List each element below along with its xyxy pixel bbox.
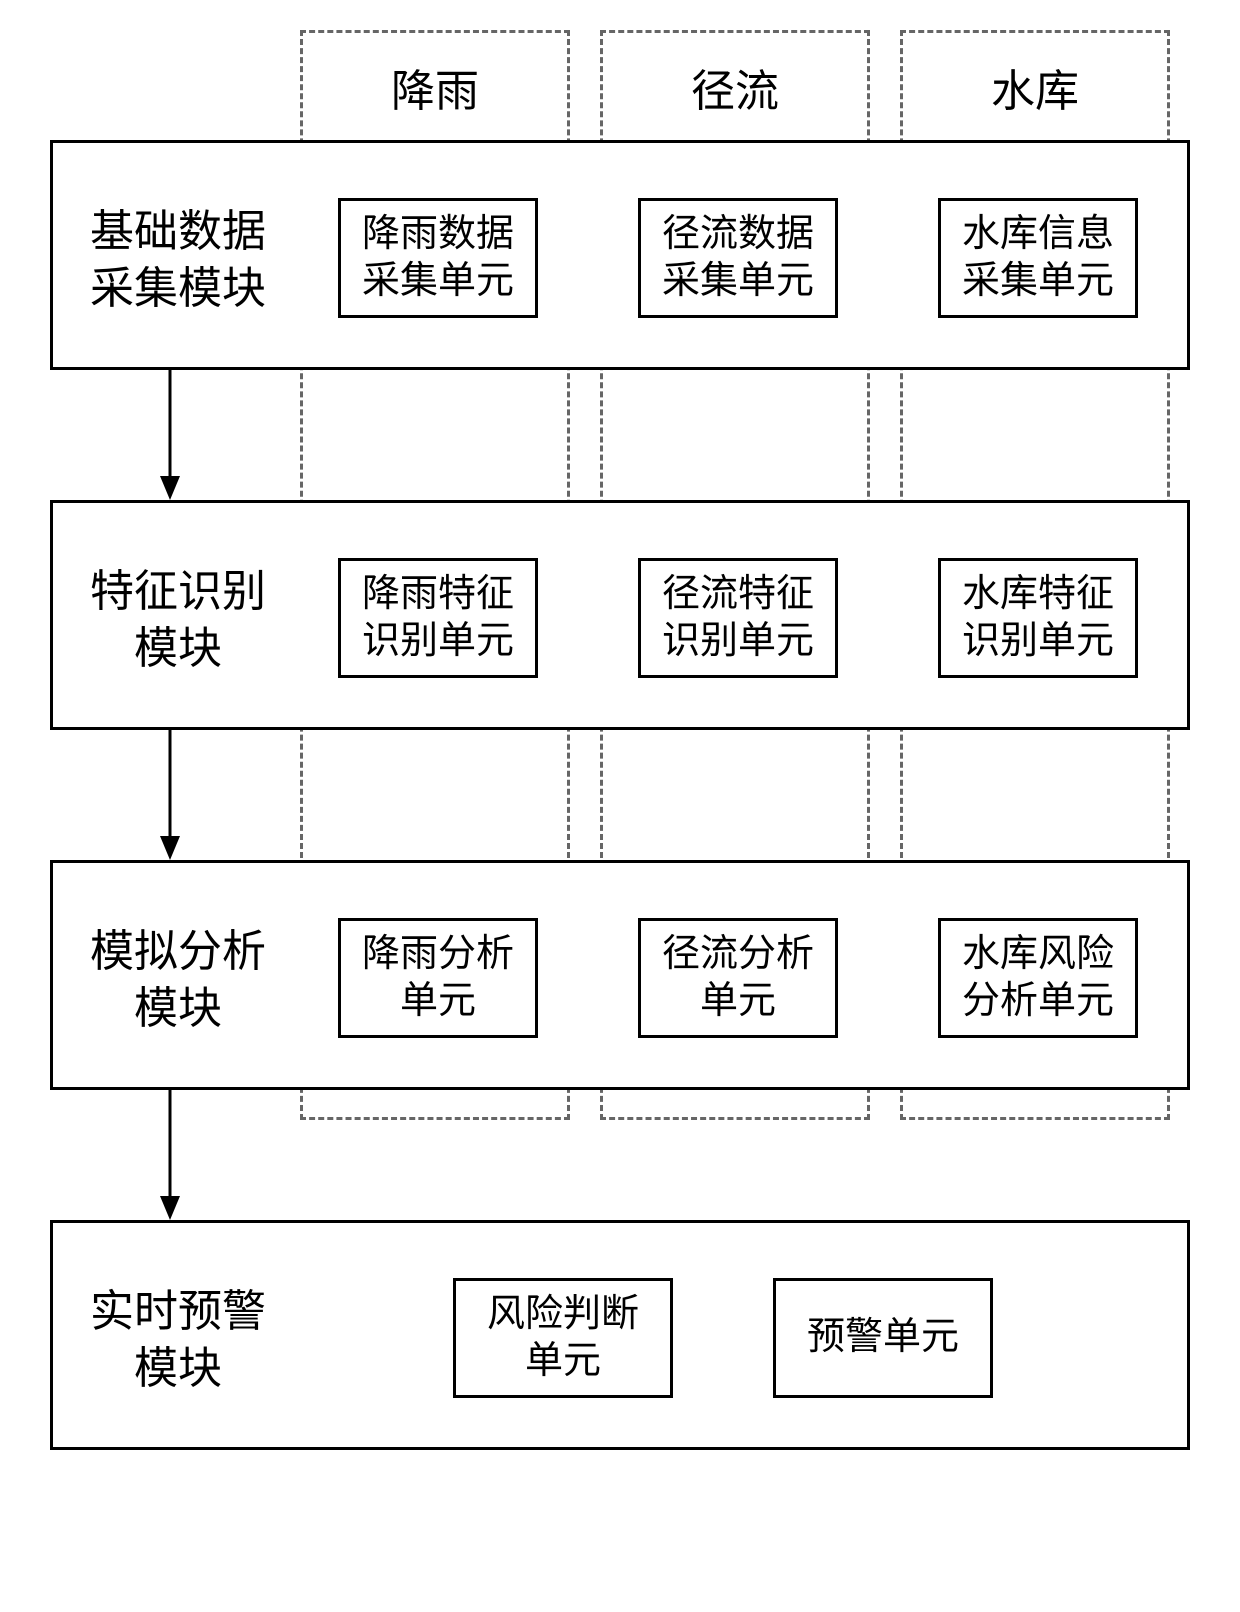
unit-feature-rain: 降雨特征识别单元: [338, 558, 538, 678]
unit-text-line1: 风险判断: [487, 1293, 639, 1335]
unit-collect-rain: 降雨数据采集单元: [338, 198, 538, 318]
unit-text-line1: 径流分析: [662, 933, 814, 975]
unit-collect-runoff: 径流数据采集单元: [638, 198, 838, 318]
module-label-analyze: 模拟分析 模块: [73, 923, 283, 1037]
unit-text-line1: 水库风险: [962, 933, 1114, 975]
module-analyze: 模拟分析 模块 降雨分析单元 径流分析单元 水库风险分析单元: [50, 860, 1190, 1090]
module-label-line2: 模块: [134, 624, 222, 673]
module-alert: 实时预警 模块 风险判断单元 预警单元: [50, 1220, 1190, 1450]
module-feature: 特征识别 模块 降雨特征识别单元 径流特征识别单元 水库特征识别单元: [50, 500, 1190, 730]
module-label-collect: 基础数据 采集模块: [73, 203, 283, 317]
unit-text-line2: 分析单元: [962, 980, 1114, 1022]
arrow-1: [150, 370, 190, 500]
module-collect: 基础数据 采集模块 降雨数据采集单元 径流数据采集单元 水库信息采集单元: [50, 140, 1190, 370]
column-header-reservoir: 水库: [900, 55, 1170, 119]
unit-text-line2: 单元: [400, 980, 476, 1022]
unit-text-line1: 径流数据: [662, 213, 814, 255]
unit-alert-risk: 风险判断单元: [453, 1278, 673, 1398]
unit-text-line2: 识别单元: [962, 620, 1114, 662]
unit-text-line2: 识别单元: [362, 620, 514, 662]
module-label-alert: 实时预警 模块: [73, 1283, 283, 1397]
unit-analyze-runoff: 径流分析单元: [638, 918, 838, 1038]
unit-text-line1: 降雨数据: [362, 213, 514, 255]
diagram-canvas: 降雨 径流 水库 基础数据 采集模块 降雨数据采集单元 径流数据采集单元 水库信…: [50, 30, 1190, 1580]
unit-text-line1: 降雨特征: [362, 573, 514, 615]
module-label-line1: 基础数据: [90, 207, 266, 256]
unit-collect-reservoir: 水库信息采集单元: [938, 198, 1138, 318]
unit-text-line2: 单元: [700, 980, 776, 1022]
arrow-2: [150, 730, 190, 860]
column-header-rain: 降雨: [300, 55, 570, 119]
module-label-line1: 特征识别: [90, 567, 266, 616]
module-label-feature: 特征识别 模块: [73, 563, 283, 677]
unit-analyze-rain: 降雨分析单元: [338, 918, 538, 1038]
unit-analyze-reservoir: 水库风险分析单元: [938, 918, 1138, 1038]
arrow-3: [150, 1090, 190, 1220]
unit-text-line2: 采集单元: [662, 260, 814, 302]
unit-feature-reservoir: 水库特征识别单元: [938, 558, 1138, 678]
unit-feature-runoff: 径流特征识别单元: [638, 558, 838, 678]
unit-text-line2: 识别单元: [662, 620, 814, 662]
unit-text-line1: 水库信息: [962, 213, 1114, 255]
module-label-line1: 实时预警: [90, 1287, 266, 1336]
column-header-runoff: 径流: [600, 55, 870, 119]
unit-text-line1: 径流特征: [662, 573, 814, 615]
module-label-line1: 模拟分析: [90, 927, 266, 976]
unit-text-line2: 单元: [525, 1340, 601, 1382]
unit-text-line2: 采集单元: [962, 260, 1114, 302]
module-label-line2: 模块: [134, 1344, 222, 1393]
unit-text-line1: 水库特征: [962, 573, 1114, 615]
unit-text-line1: 降雨分析: [362, 933, 514, 975]
module-label-line2: 采集模块: [90, 264, 266, 313]
unit-alert-warn: 预警单元: [773, 1278, 993, 1398]
module-label-line2: 模块: [134, 984, 222, 1033]
unit-text-line1: 预警单元: [807, 1316, 959, 1358]
unit-text-line2: 采集单元: [362, 260, 514, 302]
